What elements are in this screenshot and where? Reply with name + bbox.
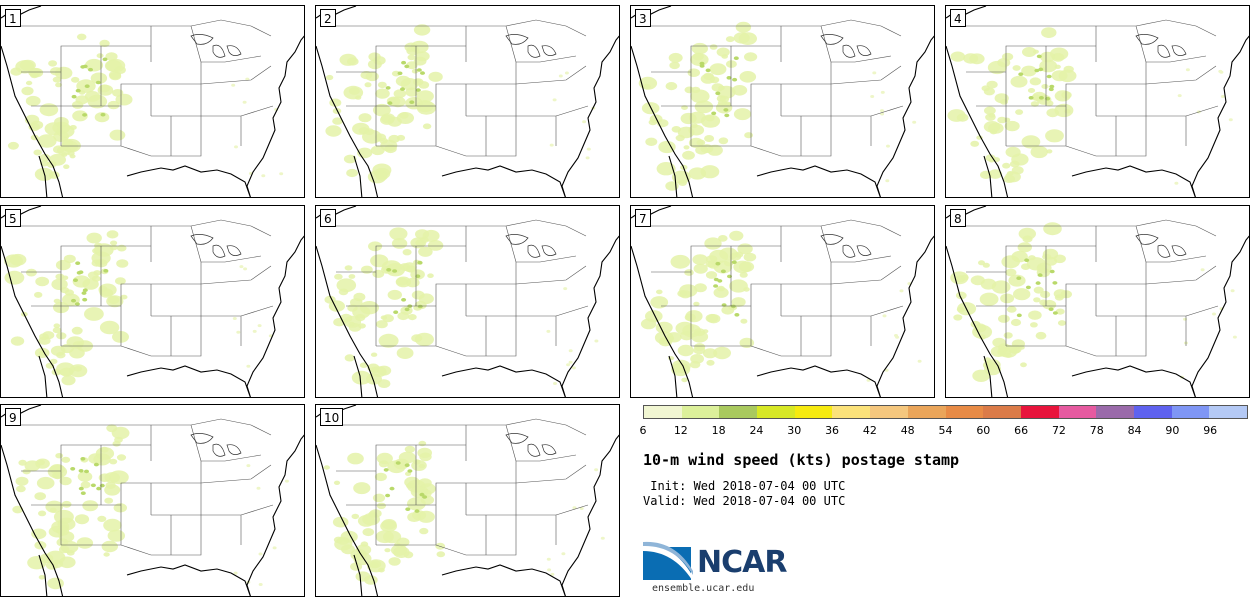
colorbar-tick-label: 30 <box>787 424 802 437</box>
colorbar-segment <box>1171 406 1210 418</box>
colorbar-segment <box>907 406 946 418</box>
member-number-label: 8 <box>950 209 966 227</box>
member-number-label: 7 <box>635 209 651 227</box>
colorbar-segment <box>794 406 833 418</box>
colorbar-tick-label: 96 <box>1203 424 1218 437</box>
colorbar-segment <box>870 406 908 418</box>
colorbar <box>643 405 1248 419</box>
colorbar-segment <box>945 406 984 418</box>
member-number-label: 1 <box>5 9 21 27</box>
colorbar-tick-label: 60 <box>976 424 991 437</box>
colorbar-tick-label: 12 <box>673 424 688 437</box>
member-number-label: 5 <box>5 209 21 227</box>
ensemble-member-panel: 9 <box>0 404 305 597</box>
colorbar-tick-label: 78 <box>1089 424 1104 437</box>
ensemble-member-panel: 4 <box>945 5 1250 198</box>
logo-url: ensemble.ucar.edu <box>652 583 755 594</box>
colorbar-segment <box>1209 406 1247 418</box>
colorbar-tick-label: 54 <box>938 424 953 437</box>
colorbar-segment <box>1058 406 1097 418</box>
colorbar-segment <box>1020 406 1059 418</box>
product-title: 10-m wind speed (kts) postage stamp <box>643 451 960 469</box>
ensemble-member-panel: 1 <box>0 5 305 198</box>
ensemble-member-panel: 2 <box>315 5 620 198</box>
ensemble-member-panel: 3 <box>630 5 935 198</box>
logo-text: NCAR <box>697 545 787 580</box>
colorbar-tick-label: 18 <box>711 424 726 437</box>
ensemble-member-panel: 10 <box>315 404 620 597</box>
colorbar-tick-label: 66 <box>1014 424 1029 437</box>
colorbar-segment <box>832 406 871 418</box>
colorbar-tick-label: 6 <box>639 424 647 437</box>
ncar-logo: NCAR ensemble.ucar.edu <box>643 541 803 597</box>
valid-time: Valid: Wed 2018-07-04 00 UTC <box>643 494 846 508</box>
colorbar-tick-label: 42 <box>862 424 877 437</box>
member-number-label: 3 <box>635 9 651 27</box>
colorbar-segment <box>644 406 682 418</box>
colorbar-tick-label: 84 <box>1127 424 1142 437</box>
colorbar-tick-label: 24 <box>749 424 764 437</box>
ensemble-member-panel: 8 <box>945 205 1250 398</box>
member-number-label: 2 <box>320 9 336 27</box>
colorbar-segment <box>681 406 720 418</box>
ensemble-member-panel: 7 <box>630 205 935 398</box>
ncar-swoosh-icon <box>643 541 693 580</box>
colorbar-segment <box>1096 406 1134 418</box>
colorbar-tick-label: 90 <box>1165 424 1180 437</box>
member-number-label: 6 <box>320 209 336 227</box>
member-number-label: 9 <box>5 408 21 426</box>
colorbar-segment <box>983 406 1021 418</box>
colorbar-segment <box>757 406 795 418</box>
colorbar-tick-label: 72 <box>1051 424 1066 437</box>
ensemble-member-panel: 6 <box>315 205 620 398</box>
colorbar-tick-label: 36 <box>825 424 840 437</box>
member-number-label: 10 <box>320 408 344 426</box>
colorbar-segment <box>719 406 758 418</box>
member-number-label: 4 <box>950 9 966 27</box>
colorbar-tick-label: 48 <box>900 424 915 437</box>
colorbar-segment <box>1133 406 1172 418</box>
init-time: Init: Wed 2018-07-04 00 UTC <box>643 479 846 493</box>
ensemble-member-panel: 5 <box>0 205 305 398</box>
